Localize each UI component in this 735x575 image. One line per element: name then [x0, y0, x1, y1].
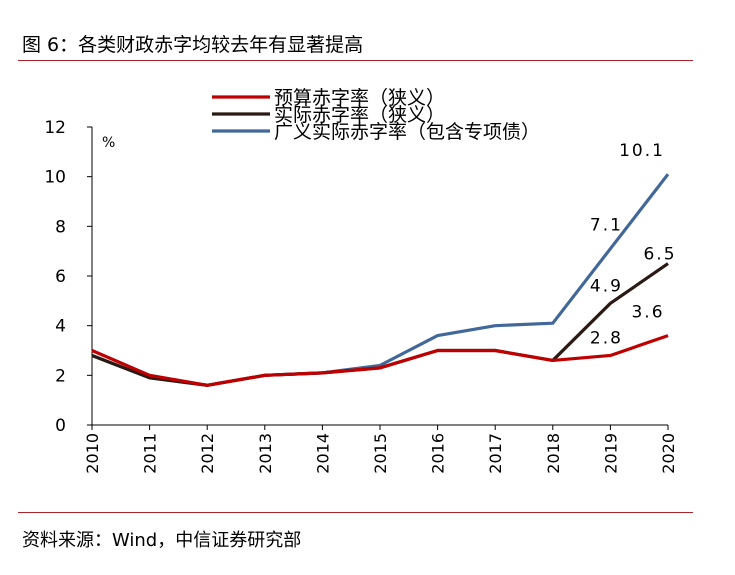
legend-label: 实际赤字率（狭义）: [274, 104, 445, 126]
x-tick-label: 2014: [313, 433, 332, 474]
data-labels: 2.8 3.6 4.9 6.5 7.1 10.1: [590, 141, 676, 348]
y-tick-label: 10: [44, 168, 66, 188]
x-tick-label: 2019: [601, 433, 620, 474]
series-line: [91, 334, 669, 387]
x-tick-label: 2012: [198, 433, 217, 474]
x-tick-label: 2010: [83, 433, 102, 474]
y-tick-label: 8: [55, 217, 66, 237]
data-label: 7.1: [590, 216, 623, 236]
y-tick-label: 6: [55, 267, 66, 287]
legend: 预算赤字率（狭义）实际赤字率（狭义）广义实际赤字率（包含专项债）: [212, 87, 540, 143]
x-tick-label: 2016: [429, 433, 448, 474]
x-tick-label: 2015: [371, 433, 390, 474]
x-tick-label: 2018: [544, 433, 563, 474]
y-axis-unit-label: %: [102, 135, 115, 151]
x-tick-label: 2017: [486, 433, 505, 474]
data-label: 10.1: [619, 141, 665, 161]
title-divider: [18, 60, 693, 61]
data-label: 6.5: [643, 245, 676, 265]
y-tick-label: 4: [55, 317, 66, 337]
y-tick-label: 0: [55, 416, 66, 436]
x-tick-label: 2011: [141, 433, 160, 474]
y-tick-label: 2: [55, 366, 66, 386]
y-tick-label: 12: [44, 118, 66, 138]
series-line: [91, 173, 670, 387]
x-tick-label: 2013: [256, 433, 275, 474]
legend-label: 广义实际赤字率（包含专项债）: [274, 121, 540, 143]
data-label: 2.8: [590, 328, 623, 348]
chart-axes: 0 2 4 6 8 10 12% 2010 2011 2012 2013 2014 2015 2016 20…: [44, 118, 678, 474]
source-note: 资料来源：Wind，中信证券研究部: [22, 530, 302, 551]
x-tick-label: 2020: [659, 433, 678, 474]
data-label: 3.6: [631, 303, 664, 323]
legend-label: 预算赤字率（狭义）: [274, 87, 445, 109]
data-label: 4.9: [590, 276, 623, 296]
figure-title: 图 6：各类财政赤字均较去年有显著提高: [22, 34, 364, 56]
source-divider: [18, 512, 693, 513]
series-lines: [91, 173, 670, 387]
